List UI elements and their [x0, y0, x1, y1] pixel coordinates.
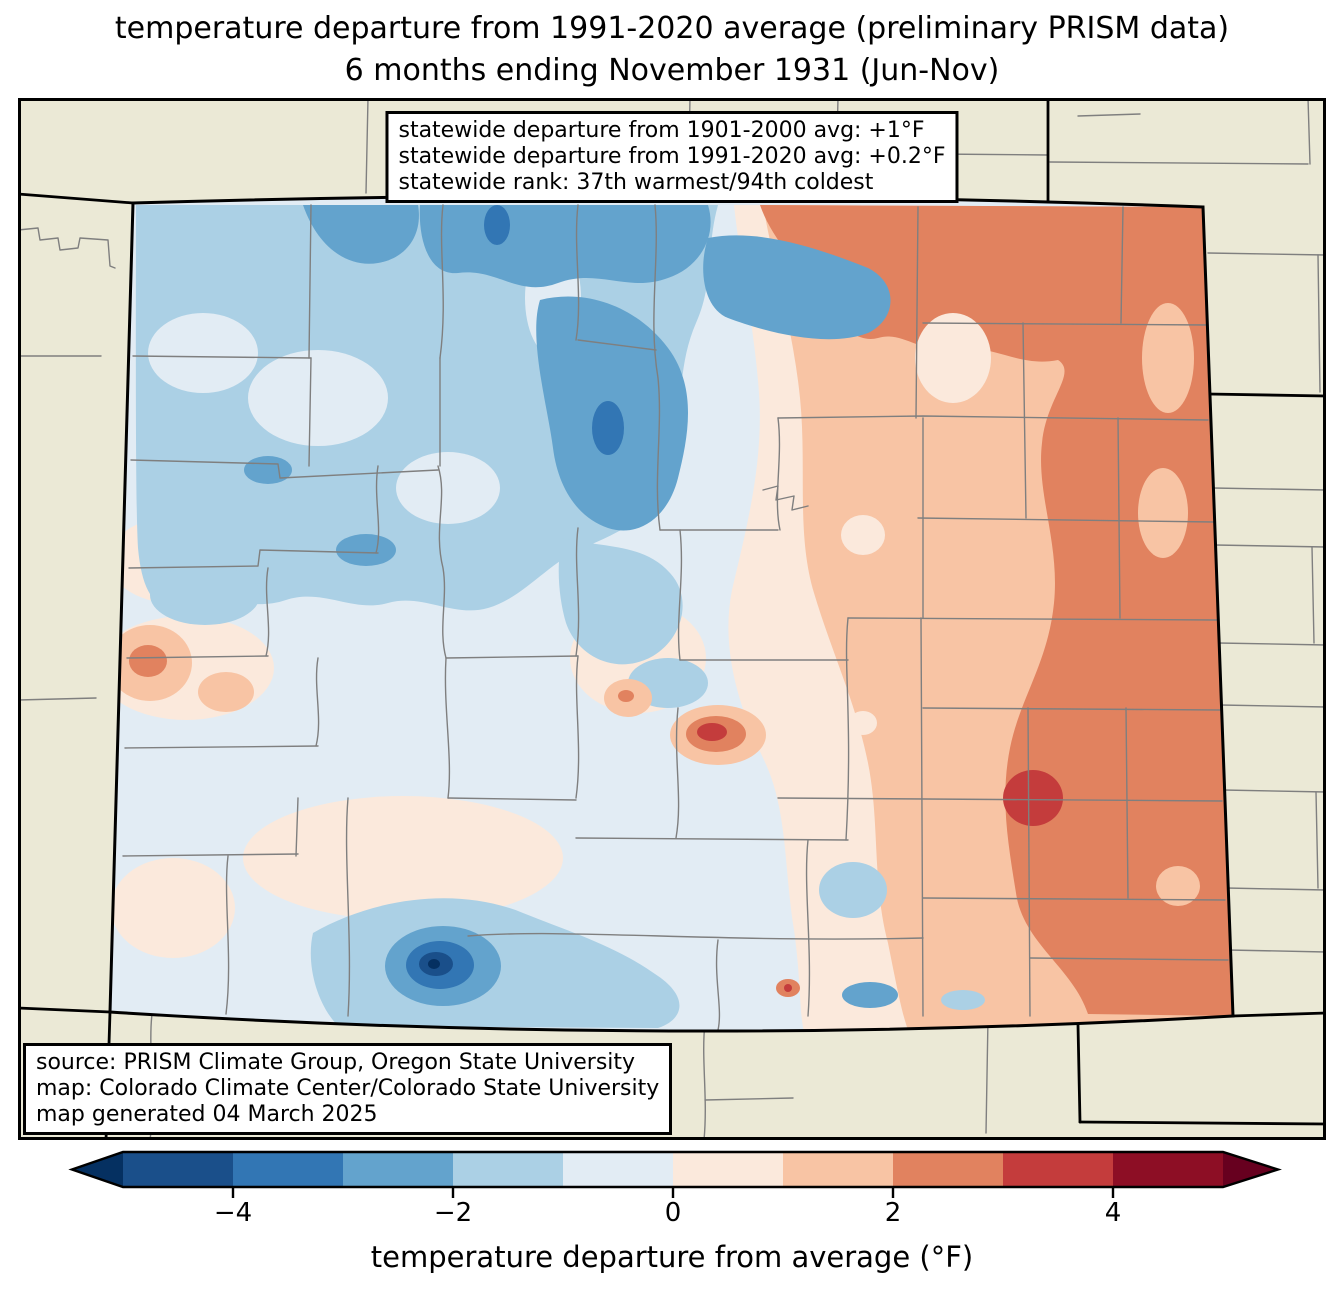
colorbar-cell-5	[673, 1152, 783, 1187]
colorbar	[68, 1150, 1282, 1198]
field-medblue	[703, 235, 891, 340]
colorbar-tick-label: −4	[213, 1198, 253, 1228]
field-cream-spot	[849, 711, 877, 735]
colorbar-axis-label: temperature departure from average (°F)	[370, 1240, 974, 1274]
source-box: source: PRISM Climate Group, Oregon Stat…	[23, 1043, 673, 1135]
colorbar-cell-1	[233, 1152, 343, 1187]
colorbar-cell-7	[893, 1152, 1003, 1187]
temperature-field	[110, 195, 1233, 1032]
colorbar-tick-marks	[231, 1187, 1115, 1198]
field-east-red-spot	[1003, 770, 1063, 826]
field-strip-spot	[1142, 303, 1194, 413]
colorbar-cell-6	[783, 1152, 893, 1187]
colorado-county-lines	[122, 204, 1229, 1031]
field-lightblue-patch	[941, 990, 985, 1010]
field-medblue-patch	[842, 982, 898, 1008]
field-medblue-patch	[336, 534, 396, 566]
stats-line-2: statewide departure from 1991-2020 avg: …	[398, 144, 946, 169]
field-west-orange	[198, 672, 254, 712]
field-medblue-patch	[244, 456, 292, 484]
stats-line-3: statewide rank: 37th warmest/94th coldes…	[398, 170, 874, 195]
field-pale-hole	[248, 350, 388, 446]
field-strip-spot	[1156, 866, 1200, 906]
field-strip-spot	[1138, 468, 1188, 558]
colorbar-over-arrow	[1223, 1152, 1278, 1187]
colorbar-tick-label: 4	[1104, 1198, 1122, 1228]
stats-line-1: statewide departure from 1901-2000 avg: …	[398, 118, 925, 143]
title-line-2: 6 months ending November 1931 (Jun-Nov)	[344, 53, 1000, 88]
source-line-3: map generated 04 March 2025	[36, 1102, 378, 1127]
colorbar-cell-2	[343, 1152, 453, 1187]
field-west-pink	[243, 796, 563, 920]
source-line-2: map: Colorado Climate Center/Colorado St…	[36, 1076, 660, 1101]
field-south-red-dot	[784, 984, 792, 992]
colorbar-tick-label: −2	[433, 1198, 473, 1228]
field-pale-hole	[148, 313, 258, 393]
colorado-temperature-map	[16, 96, 1328, 1142]
map-area	[16, 96, 1328, 1142]
colorbar-cell-8	[1003, 1152, 1113, 1187]
colorbar-cell-3	[453, 1152, 563, 1187]
field-cream-spot	[915, 313, 991, 403]
colorbar-cell-9	[1113, 1152, 1223, 1187]
colorbar-cell-0	[123, 1152, 233, 1187]
field-west-pink	[111, 858, 235, 958]
stats-box: statewide departure from 1901-2000 avg: …	[385, 111, 959, 203]
colorbar-cell-4	[563, 1152, 673, 1187]
field-pale-hole	[396, 452, 500, 524]
field-lightblue-patch	[819, 862, 887, 918]
field-lightblue-tongue	[558, 538, 683, 665]
colorbar-tick-label: 2	[884, 1198, 902, 1228]
map-frame	[18, 98, 1326, 1140]
field-darkblue-spot	[484, 205, 510, 245]
figure-title: temperature departure from 1991-2020 ave…	[0, 8, 1344, 92]
field-medblue	[303, 205, 419, 264]
field-central-salmon-core	[618, 690, 634, 702]
colorbar-outline	[68, 1150, 1282, 1189]
colorbar-tick-label: 0	[664, 1198, 682, 1228]
field-darkblue-spot	[592, 401, 624, 455]
field-bullseye-center	[428, 959, 440, 969]
field-cream-spot	[841, 515, 885, 555]
title-line-1: temperature departure from 1991-2020 ave…	[114, 11, 1230, 46]
field-west-orange-core	[129, 645, 167, 677]
source-line-1: source: PRISM Climate Group, Oregon Stat…	[36, 1050, 636, 1075]
colorbar-under-arrow	[72, 1152, 123, 1187]
field-east-salmon	[760, 205, 1233, 1016]
field-central-warm-red	[697, 723, 727, 741]
field-lightblue-patch	[150, 565, 260, 625]
